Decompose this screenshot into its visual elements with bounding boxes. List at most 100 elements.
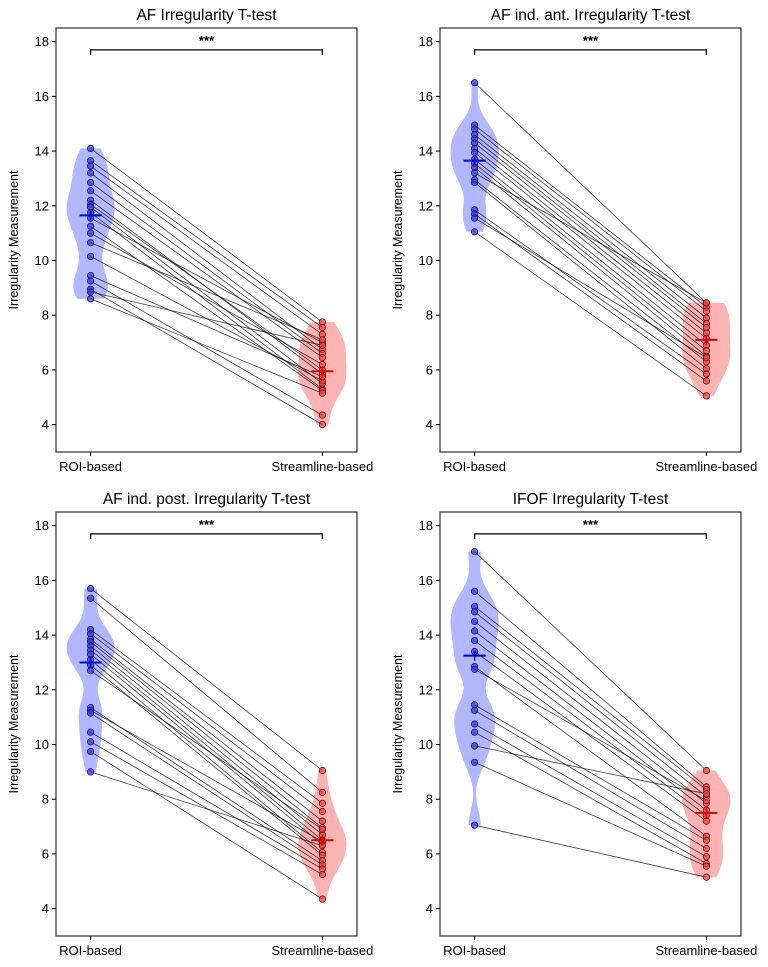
- paired-line: [90, 232, 323, 365]
- chart-panel-1: 4 6 8 10 12 14 16 18 ROI-based Streamline-based AF…: [7, 7, 373, 474]
- paired-line: [90, 190, 323, 358]
- point-roi-based: [87, 229, 95, 237]
- paired-line: [90, 629, 323, 804]
- paired-line: [90, 653, 323, 845]
- paired-line: [90, 633, 323, 812]
- paired-line: [90, 638, 323, 822]
- point-roi-based: [471, 608, 479, 616]
- paired-line: [90, 597, 323, 793]
- y-tick-label: 4: [42, 901, 49, 916]
- y-tick-label: 6: [42, 362, 49, 377]
- point-roi-based: [471, 742, 479, 750]
- paired-line: [90, 731, 323, 870]
- point-streamline-based: [702, 392, 710, 400]
- paired-line: [474, 231, 707, 397]
- point-streamline-based: [702, 766, 710, 775]
- point-streamline-based: [702, 370, 710, 378]
- point-roi-based: [87, 144, 95, 152]
- paired-line: [90, 649, 323, 841]
- mean-marker-roi-based: [463, 650, 486, 661]
- paired-line: [474, 152, 707, 339]
- paired-line: [474, 134, 707, 319]
- axes-frame: [55, 511, 358, 937]
- point-roi-based: [87, 187, 95, 195]
- paired-line: [474, 630, 707, 811]
- y-tick-label: 10: [35, 737, 49, 752]
- chart-panel-4: 4 6 8 10 12 14 16 18 ROI-based Streamline-based IF…: [391, 491, 757, 958]
- point-roi-based: [87, 667, 95, 675]
- paired-line: [474, 611, 707, 797]
- y-tick-label: 10: [419, 737, 433, 752]
- paired-line: [474, 590, 707, 788]
- paired-line: [474, 668, 707, 801]
- point-roi-based: [87, 747, 95, 756]
- mean-marker-streamline-based: [311, 366, 334, 377]
- paired-line: [90, 165, 323, 335]
- y-tick-label: 8: [42, 308, 49, 323]
- point-roi-based: [87, 288, 95, 296]
- paired-line: [90, 641, 323, 829]
- paired-line: [90, 670, 323, 830]
- paired-line: [90, 645, 323, 836]
- paired-line: [90, 298, 323, 394]
- y-tick-label: 14: [35, 628, 49, 643]
- y-tick-label: 4: [426, 417, 433, 432]
- mean-marker-streamline-based: [695, 334, 718, 345]
- point-streamline-based: [702, 836, 710, 844]
- y-tick-label: 14: [35, 144, 49, 159]
- x-tick-label-streamline-based: Streamline-based: [655, 943, 757, 958]
- point-roi-based: [471, 665, 479, 673]
- significance-label: ***: [583, 517, 599, 532]
- paired-line: [474, 606, 707, 791]
- point-roi-based: [87, 594, 95, 602]
- x-tick-label-streamline-based: Streamline-based: [271, 943, 373, 958]
- point-roi-based: [471, 706, 479, 714]
- y-tick-label: 4: [426, 901, 433, 916]
- y-tick-label: 12: [35, 682, 49, 697]
- point-streamline-based: [318, 825, 326, 833]
- significance-label: ***: [583, 33, 599, 48]
- point-streamline-based: [702, 873, 710, 881]
- paired-line: [474, 704, 707, 841]
- paired-line: [474, 651, 707, 822]
- significance-label: ***: [199, 33, 215, 48]
- point-streamline-based: [318, 799, 326, 807]
- chart-panel-3: 4 6 8 10 12 14 16 18 ROI-based Streamline-based AF…: [7, 491, 373, 958]
- paired-line: [90, 659, 323, 853]
- mean-marker-roi-based: [79, 657, 102, 668]
- y-tick-label: 12: [35, 198, 49, 213]
- y-tick-label: 16: [419, 573, 433, 588]
- paired-line: [474, 209, 707, 375]
- paired-line: [90, 771, 323, 847]
- point-streamline-based: [702, 307, 710, 315]
- paired-line: [90, 709, 323, 842]
- paired-line: [474, 172, 707, 304]
- point-roi-based: [471, 627, 479, 635]
- paired-line: [474, 148, 707, 334]
- point-streamline-based: [702, 353, 710, 362]
- paired-line: [474, 138, 707, 324]
- point-streamline-based: [702, 299, 710, 307]
- paired-line: [90, 712, 323, 866]
- y-tick-label: 10: [35, 253, 49, 268]
- point-streamline-based: [318, 766, 326, 775]
- mean-marker-streamline-based: [695, 807, 718, 818]
- paired-line: [474, 128, 707, 312]
- significance-bracket: [89, 533, 324, 539]
- y-tick-label: 12: [419, 682, 433, 697]
- mean-marker-roi-based: [79, 210, 102, 221]
- y-tick-label: 6: [426, 362, 433, 377]
- y-tick-label: 8: [426, 792, 433, 807]
- mean-marker-roi-based: [463, 155, 486, 166]
- point-roi-based: [87, 738, 95, 746]
- y-axis-label: Irregularity Measurement: [7, 170, 21, 309]
- point-roi-based: [471, 617, 479, 626]
- axes-frame: [55, 27, 358, 453]
- y-axis-label: Irregularity Measurement: [391, 170, 405, 309]
- paired-line: [90, 225, 323, 391]
- y-tick-label: 18: [35, 518, 49, 533]
- paired-line: [474, 745, 707, 795]
- y-tick-label: 16: [35, 89, 49, 104]
- paired-line: [474, 182, 707, 369]
